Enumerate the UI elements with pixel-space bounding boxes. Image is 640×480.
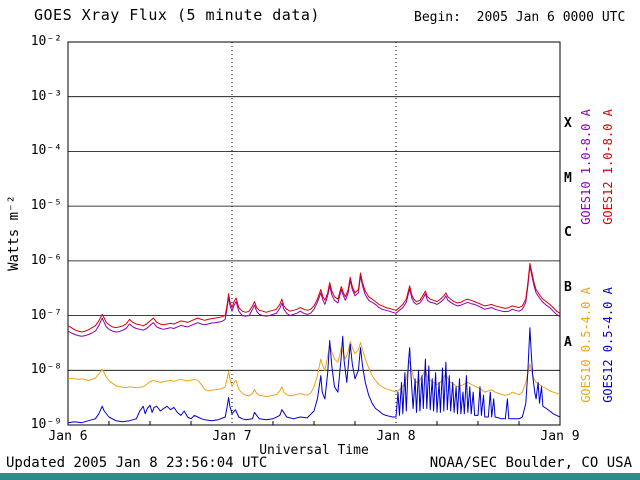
- flare-class-m: M: [564, 171, 572, 186]
- y-tick-label: 10⁻²: [30, 34, 62, 49]
- updated-timestamp: Updated 2005 Jan 8 23:56:04 UTC: [6, 455, 268, 471]
- y-tick-label: 10⁻⁹: [30, 417, 62, 432]
- flare-class-x: X: [564, 116, 572, 131]
- y-tick-label: 10⁻⁸: [30, 362, 62, 377]
- x-tick-label: Jan 7: [212, 429, 252, 444]
- series-line-goes12-short: [67, 327, 561, 424]
- chart-title: GOES Xray Flux (5 minute data): [34, 6, 320, 24]
- flare-class-b: B: [564, 280, 572, 295]
- credit-label: NOAA/SEC Boulder, CO USA: [429, 455, 632, 471]
- series-label-goes12-long: GOES12 1.0-8.0 A: [601, 109, 615, 225]
- x-tick-label: Jan 9: [540, 429, 580, 444]
- series-line-goes10-short: [67, 340, 561, 398]
- begin-time-label: Begin: 2005 Jan 6 0000 UTC: [414, 10, 626, 25]
- y-tick-label: 10⁻⁴: [30, 143, 62, 158]
- y-tick-label: 10⁻⁶: [30, 253, 62, 268]
- series-label-goes10-short: GOES10 0.5-4.0 A: [579, 287, 593, 403]
- flare-class-c: C: [564, 225, 572, 240]
- series-label-goes12-short: GOES12 0.5-4.0 A: [601, 287, 615, 403]
- series-label-goes10-long: GOES10 1.0-8.0 A: [579, 109, 593, 225]
- x-tick-label: Jan 8: [376, 429, 416, 444]
- series-line-goes10-long: [67, 265, 561, 337]
- flare-class-a: A: [564, 335, 572, 350]
- x-axis-title: Universal Time: [259, 443, 369, 458]
- series-line-goes12-long: [67, 262, 561, 333]
- plot-border: [67, 41, 561, 426]
- x-tick-label: Jan 6: [48, 429, 88, 444]
- y-tick-label: 10⁻⁷: [30, 308, 62, 323]
- footer-bar: [0, 473, 640, 480]
- y-tick-label: 10⁻³: [30, 89, 62, 104]
- y-tick-label: 10⁻⁵: [30, 198, 62, 213]
